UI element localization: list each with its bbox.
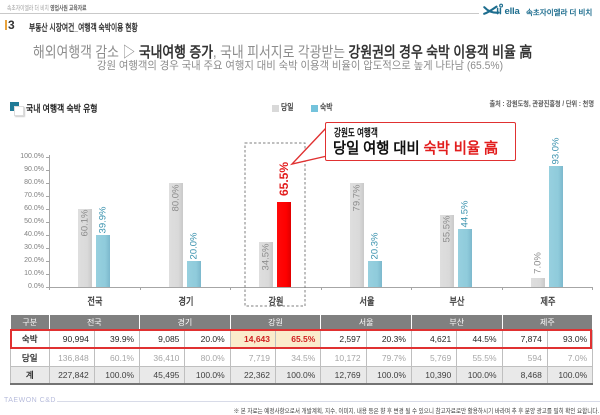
svg-text:ella: ella — [505, 6, 521, 17]
